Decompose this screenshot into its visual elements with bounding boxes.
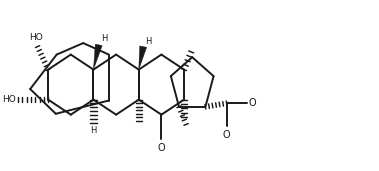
Text: H: H bbox=[102, 34, 108, 43]
Text: HO: HO bbox=[29, 33, 43, 42]
Polygon shape bbox=[94, 44, 102, 70]
Text: H: H bbox=[145, 37, 152, 46]
Text: H: H bbox=[90, 127, 97, 135]
Text: HO: HO bbox=[3, 95, 16, 104]
Text: O: O bbox=[223, 130, 230, 140]
Text: O: O bbox=[249, 98, 256, 108]
Text: O: O bbox=[158, 143, 165, 153]
Polygon shape bbox=[139, 46, 147, 70]
